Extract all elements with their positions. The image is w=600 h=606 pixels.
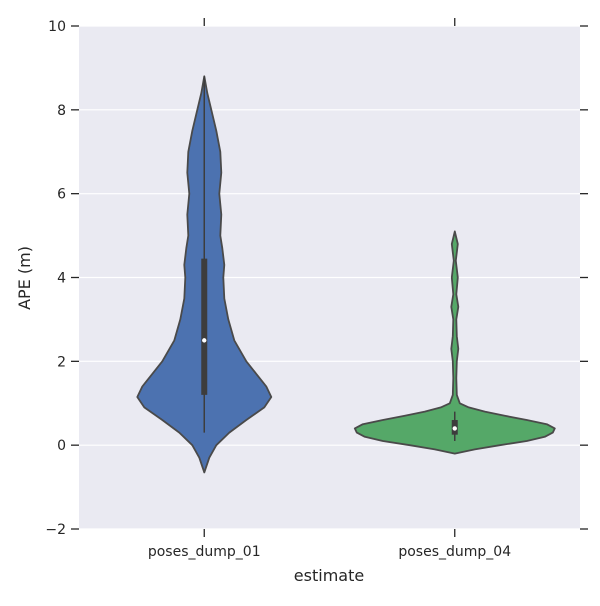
tick-marks (71, 18, 588, 537)
x-tick-label: poses_dump_04 (398, 544, 511, 560)
x-tick-label: poses_dump_01 (148, 544, 261, 560)
y-tick-label: 0 (57, 438, 66, 454)
tick-labels: −2 0 2 4 6 8 10 poses_dump_01 poses_dump_04 (45, 19, 511, 560)
y-tick-label: 10 (48, 19, 66, 35)
violin-median-marker (202, 338, 207, 343)
violin-iqr-box (201, 258, 208, 395)
violin-median-marker (452, 426, 457, 431)
y-tick-label: 6 (57, 187, 66, 203)
violin-body (353, 230, 556, 455)
y-axis-title: APE (m) (15, 246, 34, 310)
y-tick-label: 4 (57, 271, 66, 287)
y-tick-label: 8 (57, 103, 66, 119)
violins (136, 75, 556, 474)
y-tick-label: 2 (57, 354, 66, 370)
x-axis-title: estimate (294, 566, 364, 585)
y-tick-label: −2 (45, 522, 66, 538)
